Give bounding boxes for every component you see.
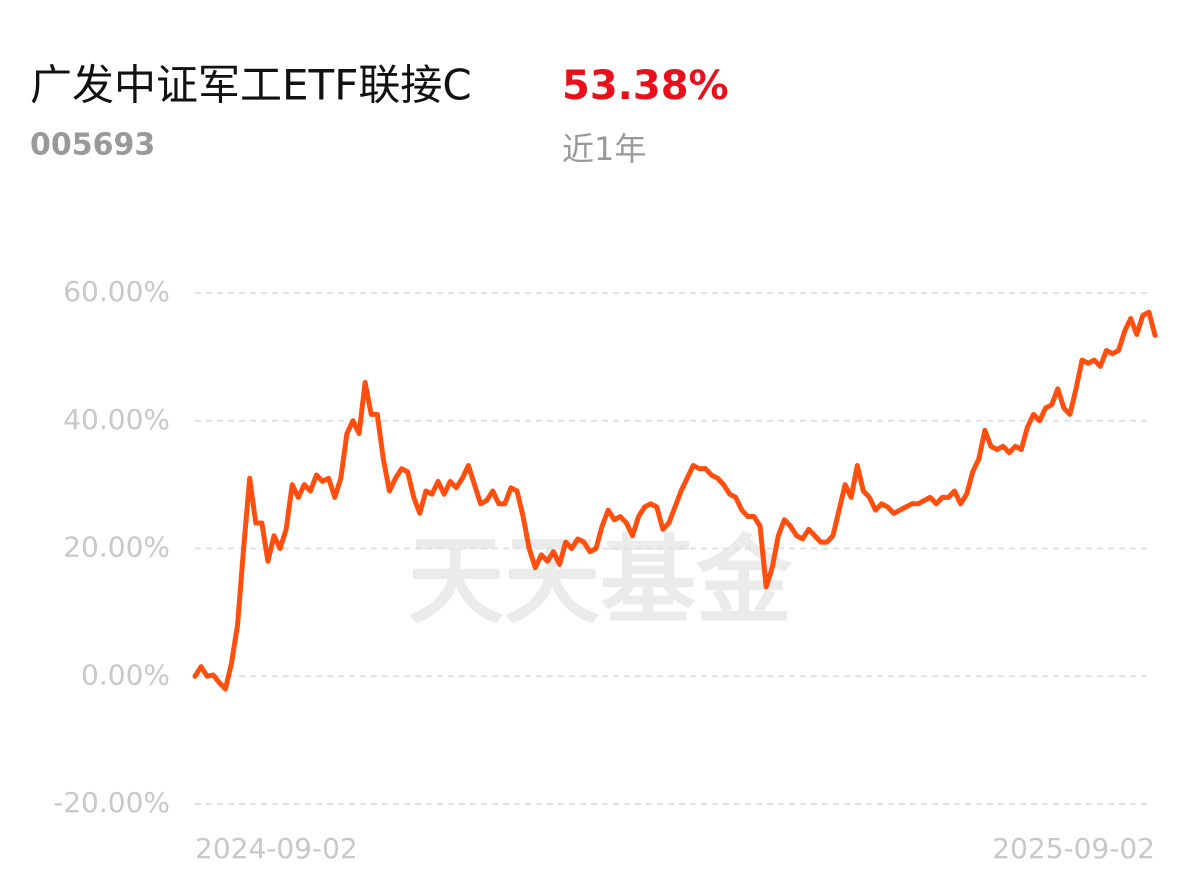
- fund-code: 005693: [30, 128, 155, 163]
- y-tick-label: -20.00%: [53, 786, 170, 819]
- period-label: 近1年: [562, 130, 646, 168]
- y-tick-label: 40.00%: [63, 403, 170, 436]
- chart-title: 广发中证军工ETF联接C: [30, 61, 472, 110]
- y-tick-label: 20.00%: [63, 531, 170, 564]
- y-tick-label: 0.00%: [81, 658, 170, 691]
- x-tick-label: 2025-09-02: [992, 832, 1155, 865]
- watermark: 天天基金: [408, 528, 793, 635]
- y-tick-label: 60.00%: [63, 275, 170, 308]
- return-value: 53.38%: [562, 63, 729, 109]
- x-tick-label: 2024-09-02: [195, 832, 358, 865]
- line-series: [192, 309, 1158, 692]
